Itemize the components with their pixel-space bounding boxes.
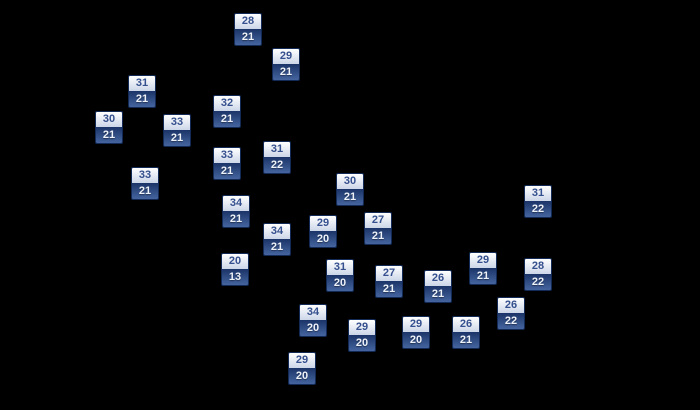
- temp-marker[interactable]: 31 21: [128, 75, 156, 108]
- low-temp-value: 20: [300, 320, 326, 336]
- low-temp-value: 22: [525, 201, 551, 217]
- high-temp-value: 20: [222, 254, 248, 269]
- temp-marker[interactable]: 26 21: [424, 270, 452, 303]
- high-temp-value: 26: [498, 298, 524, 313]
- high-temp-value: 27: [376, 266, 402, 281]
- high-temp-value: 26: [453, 317, 479, 332]
- temp-marker[interactable]: 26 22: [497, 297, 525, 330]
- temp-marker[interactable]: 32 21: [213, 95, 241, 128]
- low-temp-value: 21: [470, 268, 496, 284]
- high-temp-value: 26: [425, 271, 451, 286]
- low-temp-value: 22: [525, 274, 551, 290]
- temp-marker[interactable]: 30 21: [336, 173, 364, 206]
- high-temp-value: 31: [264, 142, 290, 157]
- temp-marker[interactable]: 31 20: [326, 259, 354, 292]
- low-temp-value: 21: [376, 281, 402, 297]
- low-temp-value: 20: [310, 231, 336, 247]
- high-temp-value: 34: [223, 196, 249, 211]
- high-temp-value: 33: [164, 115, 190, 130]
- low-temp-value: 21: [425, 286, 451, 302]
- high-temp-value: 33: [214, 148, 240, 163]
- temp-marker[interactable]: 34 21: [263, 223, 291, 256]
- high-temp-value: 30: [96, 112, 122, 127]
- high-temp-value: 29: [403, 317, 429, 332]
- low-temp-value: 21: [214, 111, 240, 127]
- temp-marker[interactable]: 29 21: [469, 252, 497, 285]
- low-temp-value: 21: [96, 127, 122, 143]
- temp-marker[interactable]: 27 21: [375, 265, 403, 298]
- high-temp-value: 33: [132, 168, 158, 183]
- high-temp-value: 34: [264, 224, 290, 239]
- low-temp-value: 21: [235, 29, 261, 45]
- temp-marker[interactable]: 29 20: [309, 215, 337, 248]
- low-temp-value: 13: [222, 269, 248, 285]
- temp-marker[interactable]: 30 21: [95, 111, 123, 144]
- high-temp-value: 27: [365, 213, 391, 228]
- high-temp-value: 29: [470, 253, 496, 268]
- high-temp-value: 29: [349, 320, 375, 335]
- low-temp-value: 20: [327, 275, 353, 291]
- low-temp-value: 21: [223, 211, 249, 227]
- high-temp-value: 28: [235, 14, 261, 29]
- temp-marker[interactable]: 28 21: [234, 13, 262, 46]
- temp-marker[interactable]: 33 21: [131, 167, 159, 200]
- low-temp-value: 21: [273, 64, 299, 80]
- high-temp-value: 29: [273, 49, 299, 64]
- low-temp-value: 21: [365, 228, 391, 244]
- temp-marker[interactable]: 33 21: [213, 147, 241, 180]
- low-temp-value: 21: [129, 91, 155, 107]
- high-temp-value: 31: [327, 260, 353, 275]
- high-temp-value: 34: [300, 305, 326, 320]
- low-temp-value: 21: [264, 239, 290, 255]
- high-temp-value: 29: [310, 216, 336, 231]
- low-temp-value: 21: [337, 189, 363, 205]
- temp-marker[interactable]: 33 21: [163, 114, 191, 147]
- temp-marker[interactable]: 26 21: [452, 316, 480, 349]
- temp-marker[interactable]: 29 20: [402, 316, 430, 349]
- high-temp-value: 31: [129, 76, 155, 91]
- temp-marker[interactable]: 27 21: [364, 212, 392, 245]
- temp-marker[interactable]: 34 21: [222, 195, 250, 228]
- high-temp-value: 30: [337, 174, 363, 189]
- low-temp-value: 22: [264, 157, 290, 173]
- low-temp-value: 22: [498, 313, 524, 329]
- low-temp-value: 21: [214, 163, 240, 179]
- high-temp-value: 29: [289, 353, 315, 368]
- temp-marker[interactable]: 29 20: [288, 352, 316, 385]
- low-temp-value: 20: [289, 368, 315, 384]
- high-temp-value: 28: [525, 259, 551, 274]
- temp-marker[interactable]: 20 13: [221, 253, 249, 286]
- low-temp-value: 21: [132, 183, 158, 199]
- low-temp-value: 21: [453, 332, 479, 348]
- temp-marker[interactable]: 28 22: [524, 258, 552, 291]
- high-temp-value: 31: [525, 186, 551, 201]
- temp-marker[interactable]: 31 22: [524, 185, 552, 218]
- high-temp-value: 32: [214, 96, 240, 111]
- low-temp-value: 21: [164, 130, 190, 146]
- temp-marker[interactable]: 29 20: [348, 319, 376, 352]
- low-temp-value: 20: [349, 335, 375, 351]
- low-temp-value: 20: [403, 332, 429, 348]
- temp-marker[interactable]: 34 20: [299, 304, 327, 337]
- temp-marker[interactable]: 31 22: [263, 141, 291, 174]
- temp-marker[interactable]: 29 21: [272, 48, 300, 81]
